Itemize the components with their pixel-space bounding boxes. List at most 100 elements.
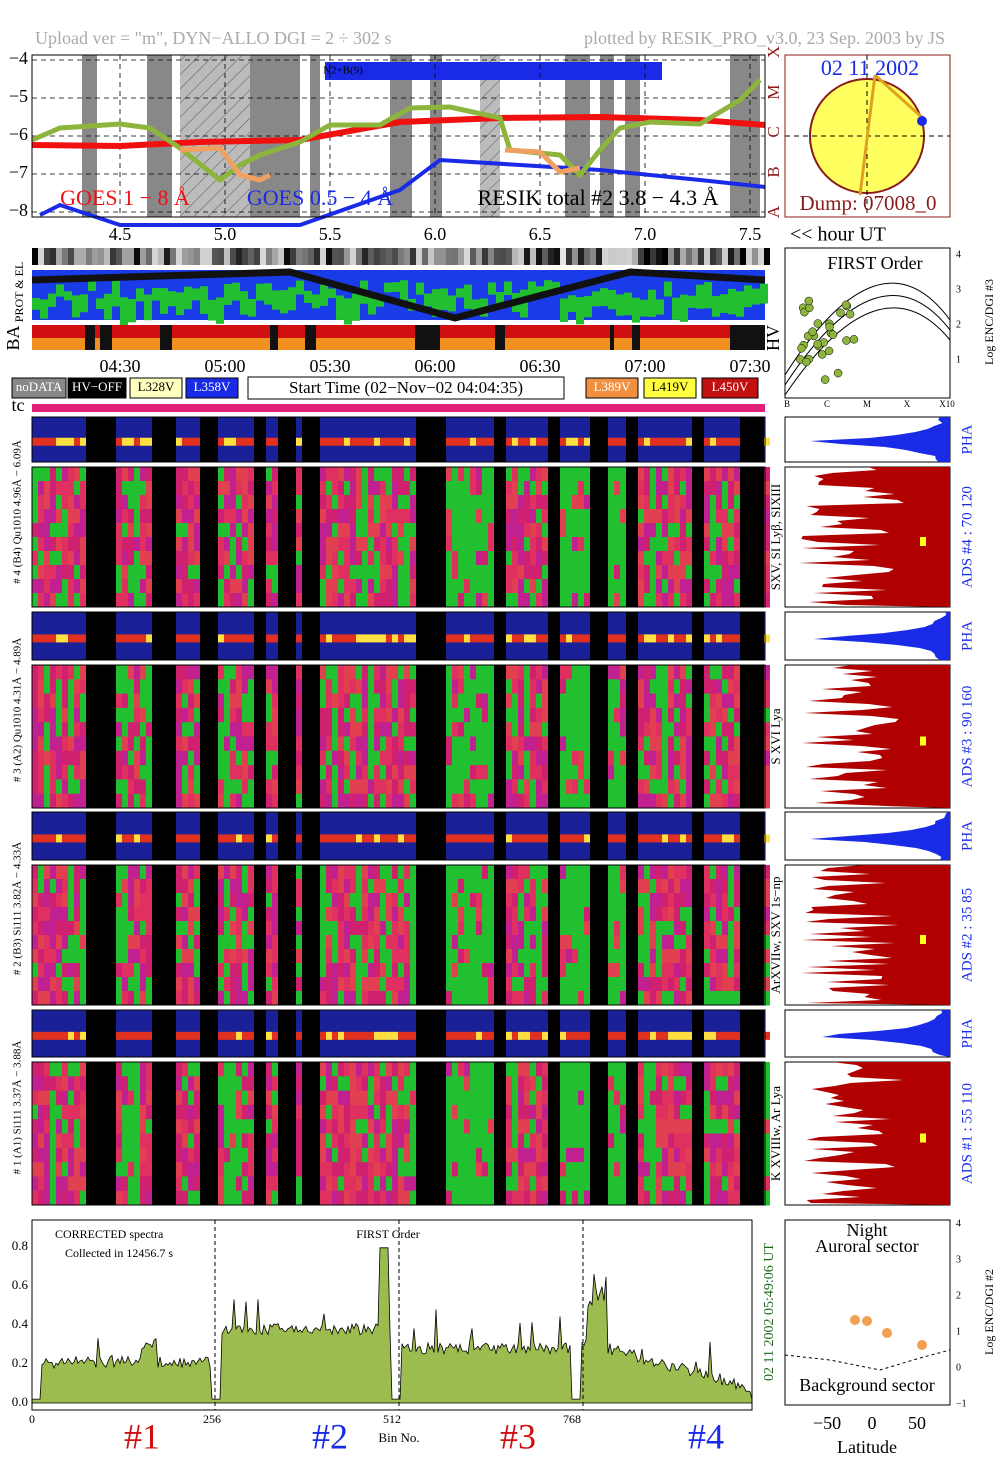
heat-cell: [338, 693, 344, 709]
heat-cell: [122, 779, 128, 795]
gap: [92, 467, 98, 607]
heat-cell: [248, 537, 254, 552]
heat-cell: [194, 537, 200, 552]
heat-cell: [566, 579, 572, 594]
strip-cell: [404, 248, 410, 265]
heat-cell: [716, 1190, 722, 1206]
heat-cell: [584, 1147, 590, 1163]
heat-cell: [674, 579, 680, 594]
heat-cell: [572, 1076, 578, 1092]
heat-cell: [542, 679, 548, 695]
heat-cell: [56, 1119, 62, 1134]
pha-band: [56, 834, 62, 843]
heat-cell: [728, 537, 734, 552]
point: [828, 330, 838, 339]
pha-band: [398, 634, 404, 643]
heat-cell: [524, 1133, 530, 1149]
heat-cell: [62, 565, 68, 580]
heat-cell: [62, 1190, 68, 1206]
heat-cell: [74, 467, 80, 482]
point: [849, 335, 859, 344]
heat-cell: [566, 765, 572, 780]
heat-cell: [446, 523, 452, 538]
heat-cell: [248, 977, 254, 992]
strip-cell: [386, 248, 392, 265]
heat-cell: [650, 1162, 656, 1177]
heat-cell: [668, 1147, 674, 1163]
heat-cell: [128, 593, 134, 608]
gap: [626, 1062, 632, 1205]
strip-cell: [188, 248, 194, 265]
heat-cell: [188, 935, 194, 950]
heat-cell: [656, 1133, 662, 1149]
heat-cell: [146, 1162, 152, 1177]
heat-cell: [728, 593, 734, 608]
gap: [86, 417, 92, 462]
heat-cell: [446, 537, 452, 552]
heat-cell: [560, 935, 566, 950]
heat-cell: [686, 495, 692, 510]
heat-cell: [362, 949, 368, 964]
heat-cell: [362, 893, 368, 908]
heat-cell: [140, 963, 146, 978]
heat-cell: [608, 551, 614, 566]
heat-cell: [680, 467, 686, 482]
heat-cell: [608, 765, 614, 780]
gap: [428, 865, 434, 1005]
heat-cell: [584, 907, 590, 922]
gap: [260, 1010, 266, 1057]
heat-cell: [344, 921, 350, 936]
heat-cell: [638, 1119, 644, 1134]
pha-band: [68, 1031, 74, 1040]
heat-cell: [506, 1076, 512, 1092]
point: [836, 308, 845, 318]
heat-cell: [410, 679, 416, 695]
gap: [278, 1010, 284, 1057]
heat-cell: [32, 893, 38, 908]
heat-cell: [650, 593, 656, 608]
pha-band: [470, 634, 476, 643]
heat-cell: [458, 593, 464, 608]
marker: [920, 736, 926, 746]
label: ADS #2 : 35 85: [959, 888, 975, 982]
strip-cell: [722, 248, 728, 265]
heat-cell: [464, 893, 470, 908]
heat-cell: [56, 481, 62, 496]
prot-cell: [400, 280, 408, 301]
label: 6.0: [424, 224, 447, 244]
ba-gap: [100, 325, 112, 350]
heat-cell: [656, 977, 662, 992]
prot-cell: [440, 288, 448, 310]
heat-cell: [368, 1176, 374, 1192]
heat-cell: [350, 793, 356, 809]
heat-cell: [80, 523, 86, 538]
heat-cell: [614, 467, 620, 482]
heat-cell: [230, 793, 236, 809]
heat-cell: [344, 1062, 350, 1077]
heat-cell: [734, 879, 740, 894]
pha-band: [704, 1031, 710, 1040]
strip-cell: [686, 248, 692, 265]
heat-cell: [230, 865, 236, 880]
heat-cell: [482, 722, 488, 737]
heat-cell: [464, 1176, 470, 1192]
pha-band: [248, 1031, 254, 1040]
heat-cell: [68, 893, 74, 908]
heat-cell: [362, 565, 368, 580]
heat-cell: [44, 523, 50, 538]
heat-cell: [524, 907, 530, 922]
heat-cell: [608, 1062, 614, 1077]
heat-cell: [134, 750, 140, 766]
heat-cell: [368, 665, 374, 680]
heat-cell: [248, 750, 254, 766]
heat-cell: [446, 707, 452, 723]
pha-band: [374, 437, 380, 446]
heat-cell: [230, 736, 236, 752]
point: [833, 368, 843, 378]
strip-cell: [308, 248, 314, 265]
heat-cell: [248, 1104, 254, 1120]
heat-cell: [488, 565, 494, 580]
heat-cell: [338, 1162, 344, 1177]
gap: [278, 665, 284, 808]
heat-cell: [176, 593, 182, 608]
